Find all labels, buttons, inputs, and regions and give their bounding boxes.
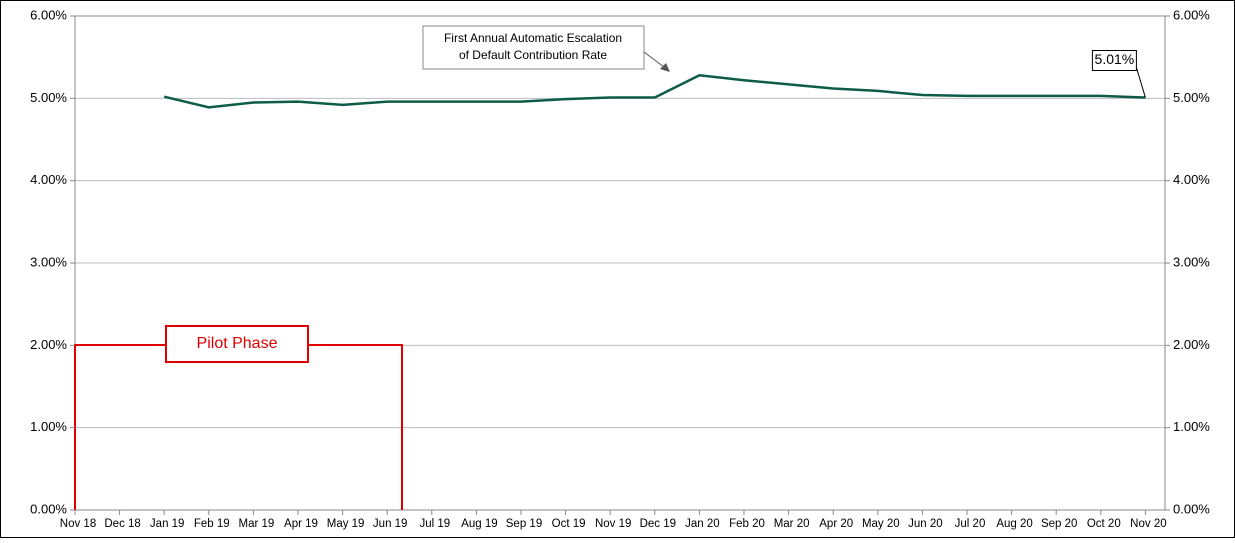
y-tick-label: 2.00% xyxy=(30,337,67,352)
pilot-label: Pilot Phase xyxy=(197,335,278,352)
x-tick-label: Mar 19 xyxy=(239,518,275,530)
value-label: 5.01% xyxy=(1095,51,1135,67)
value-label-leader xyxy=(1135,67,1146,98)
y2-tick-label: 3.00% xyxy=(1173,254,1210,269)
x-tick-label: Oct 19 xyxy=(552,518,586,530)
x-tick-label: Aug 20 xyxy=(996,518,1032,530)
x-tick-label: Dec 18 xyxy=(104,518,140,530)
y-tick-label: 0.00% xyxy=(30,501,67,516)
pilot-box xyxy=(165,325,309,363)
x-tick-label: Jul 20 xyxy=(955,518,986,530)
y-tick-label: 6.00% xyxy=(30,7,67,22)
x-tick-label: Aug 19 xyxy=(461,518,497,530)
y2-tick-label: 5.00% xyxy=(1173,90,1210,105)
x-tick-label: Sep 19 xyxy=(506,518,542,530)
x-tick-label: Feb 19 xyxy=(194,518,230,530)
x-tick-label: Jun 19 xyxy=(373,518,408,530)
y2-tick-label: 6.00% xyxy=(1173,7,1210,22)
line xyxy=(163,73,1146,109)
annotation-text: of Default Contribution Rate xyxy=(459,48,607,62)
x-tick-label: Oct 20 xyxy=(1087,518,1121,530)
y-tick-label: 5.00% xyxy=(30,90,67,105)
x-tick-label: Sep 20 xyxy=(1041,518,1077,530)
x-tick-label: Dec 19 xyxy=(640,518,676,530)
x-tick-label: Apr 20 xyxy=(819,518,853,530)
y-tick-label: 3.00% xyxy=(30,254,67,269)
x-tick-label: May 19 xyxy=(327,518,365,530)
x-tick-label: Jan 20 xyxy=(685,518,720,530)
y2-tick-label: 0.00% xyxy=(1173,501,1210,516)
x-tick-label: Feb 20 xyxy=(729,518,765,530)
x-tick-label: Mar 20 xyxy=(774,518,810,530)
value-label-box xyxy=(1091,50,1137,72)
annotation-text: First Annual Automatic Escalation xyxy=(444,31,622,45)
x-tick-label: May 20 xyxy=(862,518,900,530)
x-tick-label: Jun 20 xyxy=(908,518,943,530)
annotation-box xyxy=(422,25,645,70)
y2-tick-label: 4.00% xyxy=(1173,172,1210,187)
y2-tick-label: 1.00% xyxy=(1173,419,1210,434)
y-tick-label: 1.00% xyxy=(30,419,67,434)
y-tick-label: 4.00% xyxy=(30,172,67,187)
x-tick-label: Jan 19 xyxy=(150,518,185,530)
x-tick-label: Apr 19 xyxy=(284,518,318,530)
y2-tick-label: 2.00% xyxy=(1173,337,1210,352)
annotation-arrowhead xyxy=(660,63,670,72)
x-tick-label: Nov 18 xyxy=(60,518,96,530)
x-tick-label: Jul 19 xyxy=(419,518,450,530)
x-tick-label: Nov 20 xyxy=(1130,518,1166,530)
x-tick-label: Nov 19 xyxy=(595,518,631,530)
